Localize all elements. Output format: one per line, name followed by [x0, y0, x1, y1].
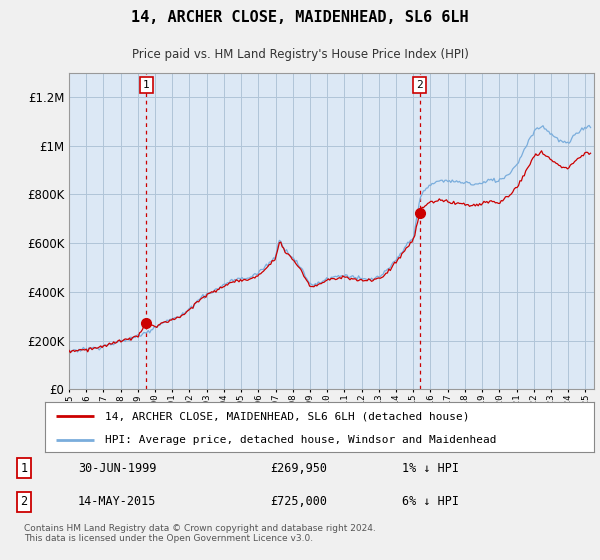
Text: 30-JUN-1999: 30-JUN-1999 [78, 462, 157, 475]
Text: 1: 1 [20, 462, 28, 475]
Text: 14-MAY-2015: 14-MAY-2015 [78, 496, 157, 508]
Text: 14, ARCHER CLOSE, MAIDENHEAD, SL6 6LH: 14, ARCHER CLOSE, MAIDENHEAD, SL6 6LH [131, 10, 469, 25]
Text: £725,000: £725,000 [270, 496, 327, 508]
Text: 2: 2 [20, 496, 28, 508]
Text: HPI: Average price, detached house, Windsor and Maidenhead: HPI: Average price, detached house, Wind… [106, 435, 497, 445]
Text: Price paid vs. HM Land Registry's House Price Index (HPI): Price paid vs. HM Land Registry's House … [131, 48, 469, 61]
Text: 6% ↓ HPI: 6% ↓ HPI [402, 496, 459, 508]
Text: 1% ↓ HPI: 1% ↓ HPI [402, 462, 459, 475]
Text: 1: 1 [143, 80, 150, 90]
Text: 14, ARCHER CLOSE, MAIDENHEAD, SL6 6LH (detached house): 14, ARCHER CLOSE, MAIDENHEAD, SL6 6LH (d… [106, 411, 470, 421]
Text: Contains HM Land Registry data © Crown copyright and database right 2024.
This d: Contains HM Land Registry data © Crown c… [24, 524, 376, 543]
Text: 2: 2 [416, 80, 423, 90]
Text: £269,950: £269,950 [270, 462, 327, 475]
